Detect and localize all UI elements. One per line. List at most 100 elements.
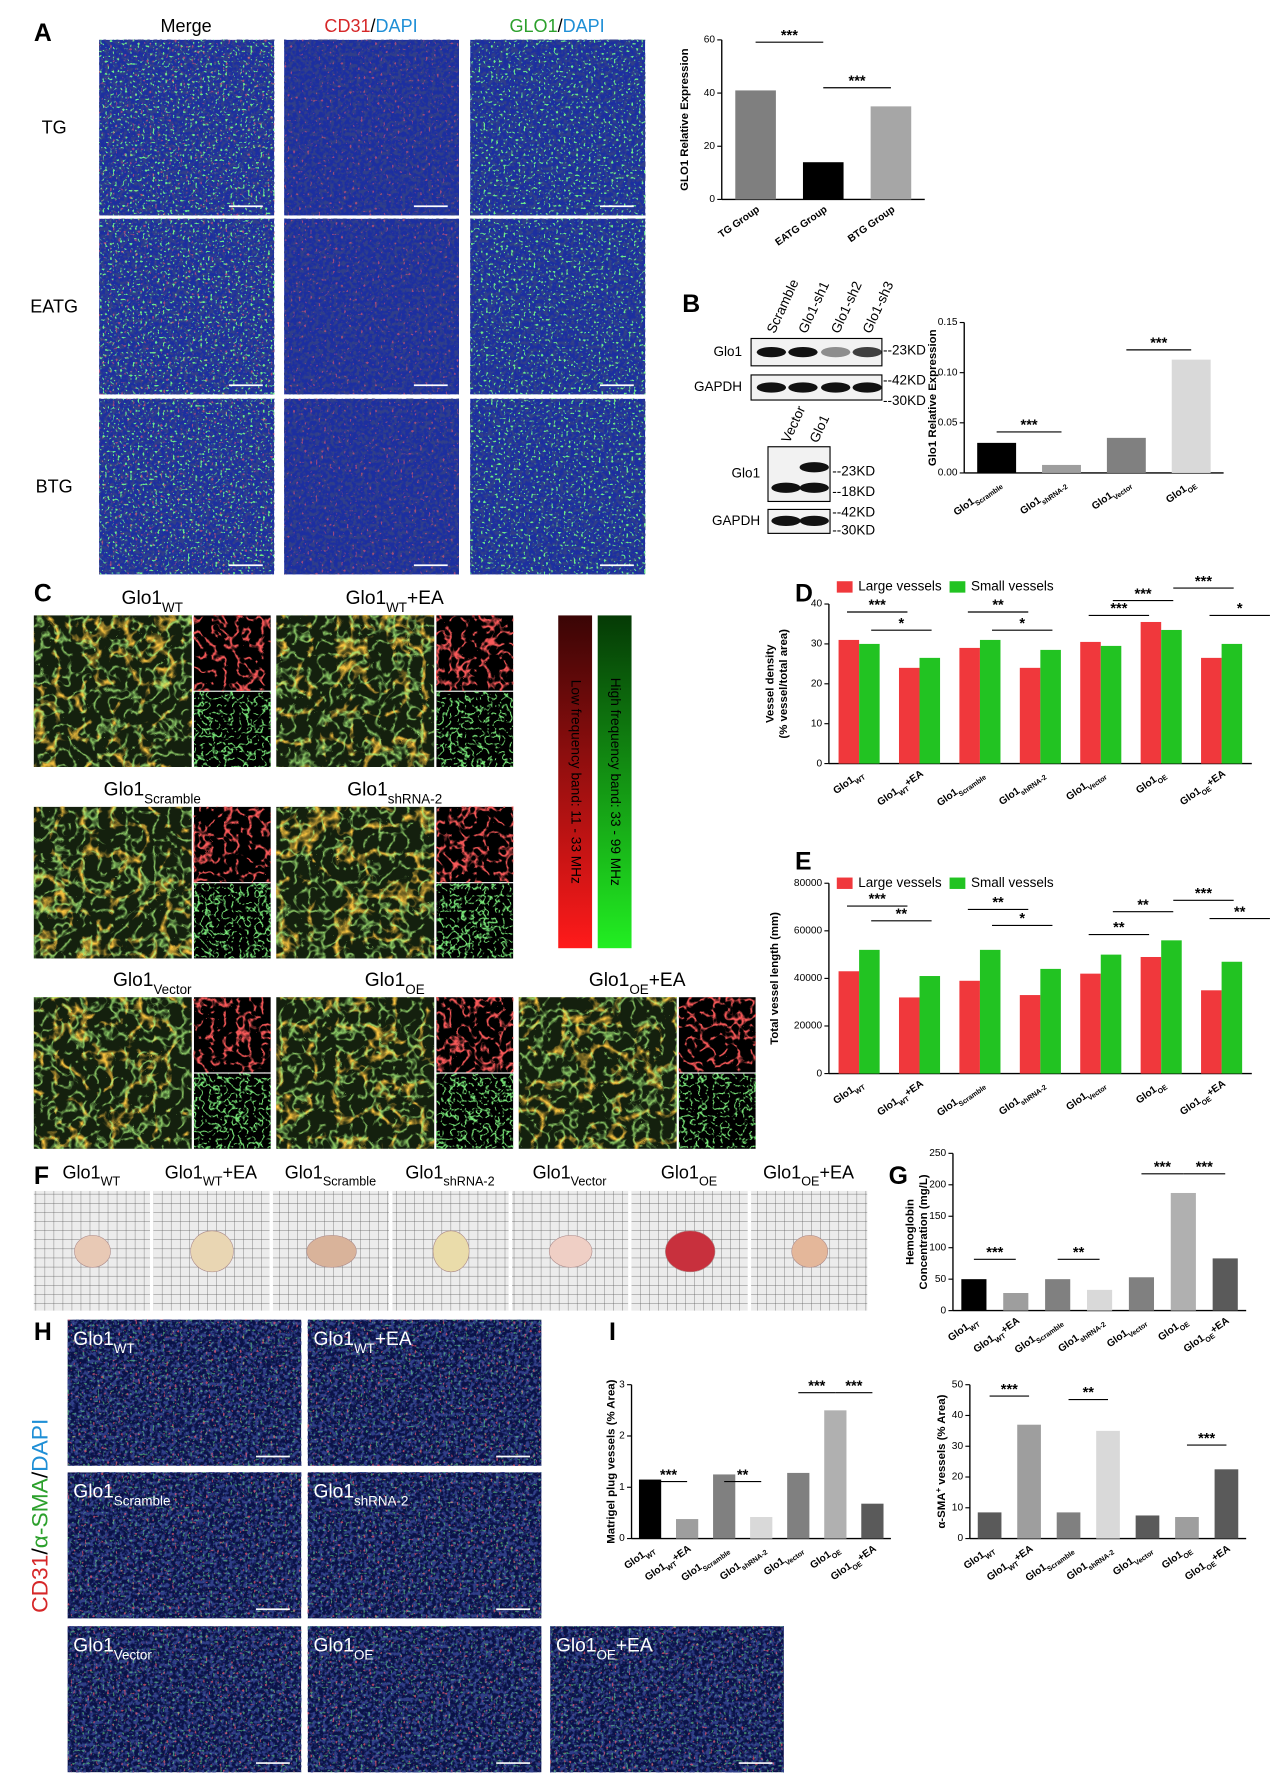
image-label: Glo1WT+EA [346,588,444,615]
small-image-green-mesh [436,1073,514,1149]
bar [1096,1430,1120,1539]
image-label: Glo1OE+EA [556,1635,653,1662]
band-label: Glo1 [713,344,742,359]
bar [1056,1512,1081,1539]
y-axis-label: Matrigel plug vessels (% Area) [606,1379,618,1543]
label-part: Vector [571,1174,608,1188]
y-tick-label: 150 [929,1211,946,1222]
significance-label: *** [781,28,798,44]
bar [1221,961,1243,1074]
blot-band [821,382,851,393]
y-tick-label: 20 [811,678,823,689]
section-green [67,1319,302,1466]
row-label: BTG [36,476,73,496]
label-part: Glo1 [314,1635,354,1656]
label-part: Merge [161,16,212,36]
significance-label: ** [992,598,1004,614]
label-part: OE [354,1647,373,1662]
section-green [550,1626,784,1773]
image-label: Glo1shRNA-2 [314,1481,409,1508]
label-part: Glo1 [347,779,387,800]
significance-label: *** [986,1245,1003,1261]
small-image-red-mesh [678,997,756,1073]
small-image-red-mesh [193,615,271,691]
image-label: Glo1WT+EA [314,1329,412,1356]
label-part: Glo1 [314,1329,354,1350]
label-part: DAPI [26,1419,52,1472]
y-tick-label: 0.15 [938,317,958,328]
micrograph-red [99,398,275,575]
y-tick-label: 1 [619,1482,625,1493]
significance-label: ** [992,895,1004,911]
label-part: GLO1 [510,16,558,36]
matrigel-plug [190,1230,234,1273]
bar [1214,1469,1239,1539]
image-label: Glo1OE [365,970,425,997]
significance-label: ** [1083,1385,1095,1401]
bar [898,667,920,764]
panel-label: F [34,1162,49,1190]
bar [979,949,1001,1074]
bar [1135,1515,1160,1539]
y-tick-label: 10 [811,718,823,729]
panel-label: G [889,1162,908,1190]
significance-label: *** [1196,1160,1213,1176]
legend-label: Large vessels [858,875,942,890]
significance-label: *** [808,1378,825,1394]
micrograph-red [284,39,459,216]
legend-swatch [949,581,966,593]
label-part: Glo1 [763,1162,801,1182]
y-tick-label: 40 [952,1410,964,1421]
image-label: Glo1OE [314,1635,374,1662]
significance-label: ** [1113,920,1125,936]
label-part: +EA [407,588,444,609]
section-green [307,1626,542,1773]
label-part: Glo1 [314,1481,354,1502]
label-part: shRNA-2 [354,1493,408,1508]
y-tick-label: 20 [704,141,716,152]
blot-band [799,462,829,473]
significance-label: *** [1110,601,1127,617]
significance-label: ** [896,907,908,923]
label-part: Glo1 [365,970,405,991]
y-tick-label: 2 [619,1431,625,1442]
blot-band [788,347,818,358]
label-part: Scramble [323,1174,376,1188]
bar [1221,643,1243,764]
label-part: Glo1 [73,1635,113,1656]
label-part: Scramble [144,791,201,806]
label-part: +EA [649,970,686,991]
marker-label: --30KD [883,393,926,408]
bar [861,1503,884,1539]
significance-label: ** [1137,897,1149,913]
blot-band [771,515,801,526]
vessel-green [276,997,435,1149]
significance-label: *** [849,73,866,89]
y-axis-label: α-SMA+ vessels (% Area) [934,1394,948,1528]
blot-box [767,446,831,503]
small-image-red-mesh [193,997,271,1073]
small-image-red-mesh [436,806,514,883]
bar [898,997,920,1074]
bar [824,1410,847,1539]
label-part: +EA [222,1162,257,1182]
panel-label: D [795,579,813,607]
label-part: + [934,1488,943,1493]
y-tick-label: 0 [619,1533,625,1544]
bar [1106,437,1146,473]
bar [1201,990,1222,1074]
y-tick-label: 40 [811,599,823,610]
y-axis-label: Concentration (mg/L) [918,1174,930,1289]
label-part: / [371,16,377,36]
bar [859,643,880,764]
y-tick-label: 0.05 [938,417,958,428]
label-part: CD31 [26,1555,52,1613]
image-label: Glo1WT+EA [165,1162,258,1188]
y-tick-label: 30 [811,639,823,650]
bar [1212,1258,1238,1311]
image-label: Glo1OE+EA [589,970,686,997]
panel-label: A [34,19,52,47]
legend-label: Small vessels [971,578,1054,593]
